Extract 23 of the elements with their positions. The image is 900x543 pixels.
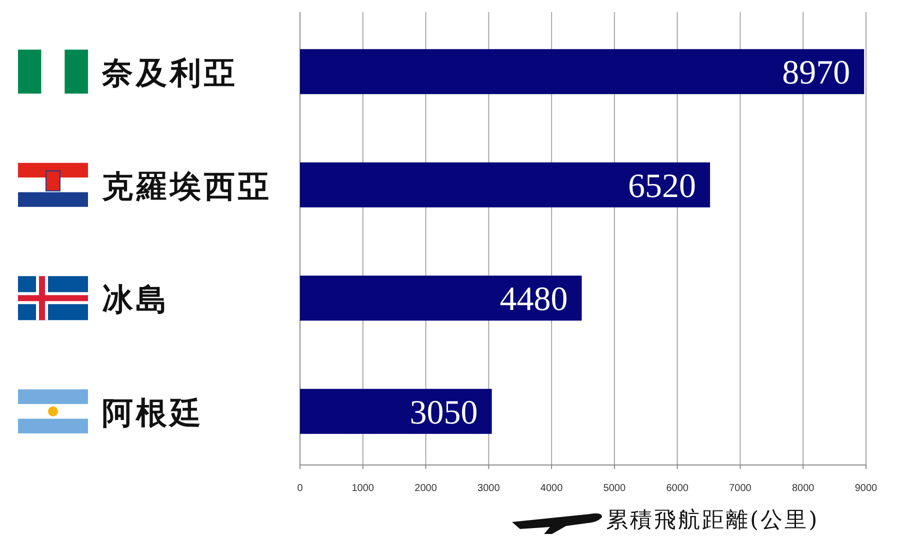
x-tick-label: 1000 [352, 483, 374, 494]
x-tick-label: 0 [297, 483, 304, 494]
x-tick-label: 4000 [540, 483, 564, 494]
x-tick-label: 2000 [414, 483, 438, 494]
data-label: 6520 [628, 168, 696, 205]
data-label: 3050 [410, 394, 478, 432]
bar [300, 388, 492, 434]
data-label: 4480 [500, 281, 568, 318]
bar [300, 276, 582, 321]
y-tick-label: 阿根廷 [102, 395, 204, 432]
y-tick-label: 奈及利亞 [101, 56, 238, 92]
x-tick-label: 6000 [666, 483, 689, 494]
bar [300, 162, 710, 208]
y-tick-label: 克羅埃西亞 [101, 168, 272, 205]
x-axis-title: 累積飛航距離(公里) [606, 508, 820, 533]
x-tick-label: 8000 [792, 483, 815, 494]
x-tick-label: 5000 [603, 483, 626, 494]
y-tick-label: 冰島 [102, 282, 170, 318]
x-tick-label: 9000 [854, 483, 878, 494]
bar [300, 49, 864, 94]
x-tick-label: 7000 [729, 483, 752, 494]
x-tick-label: 3000 [478, 483, 500, 494]
data-label: 8970 [782, 54, 850, 92]
